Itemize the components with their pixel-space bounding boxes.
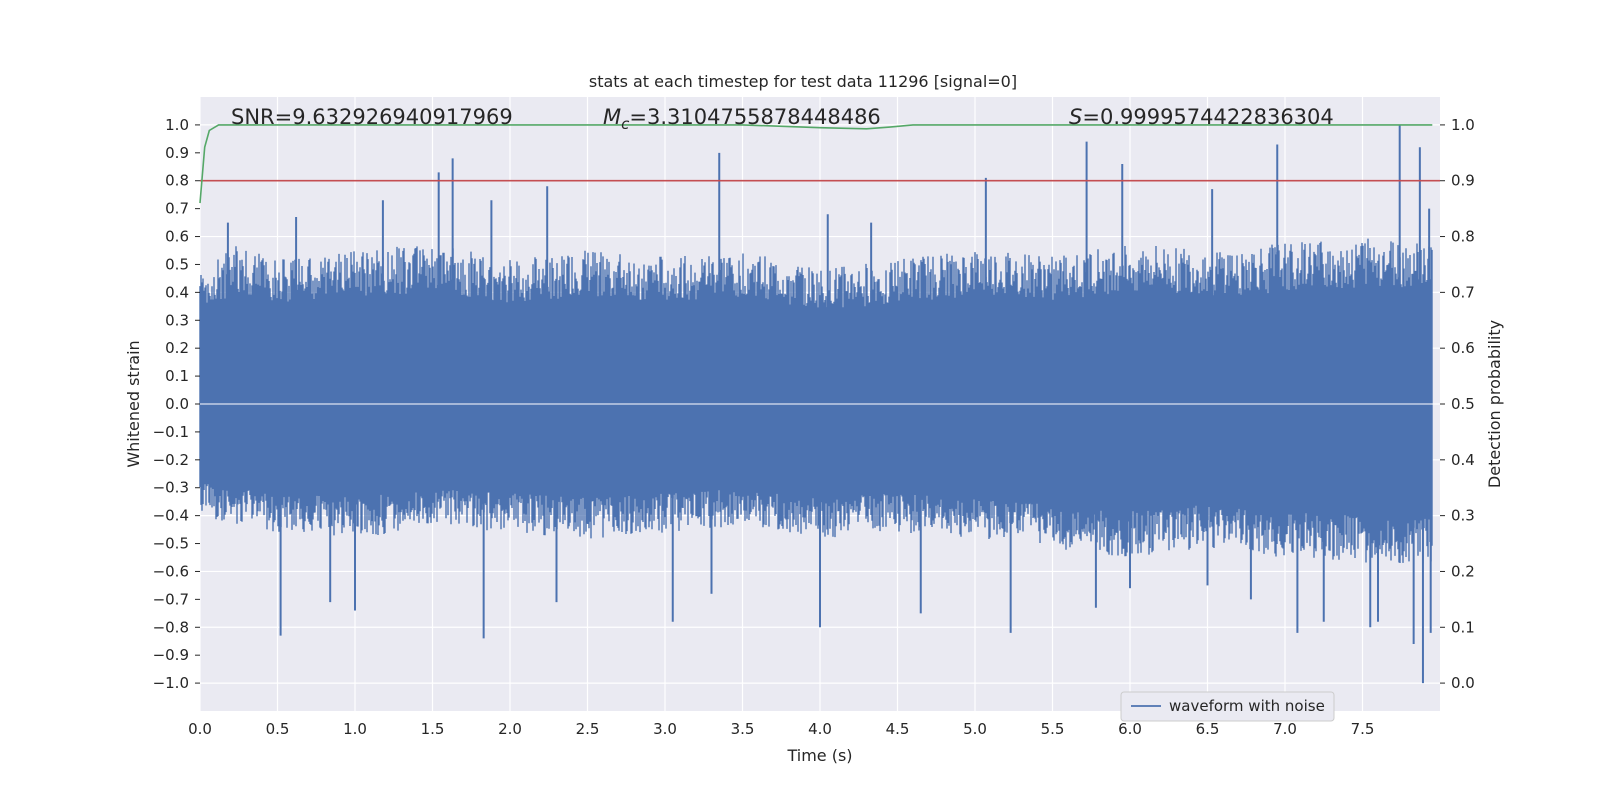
y-tick-label: 0.2: [165, 339, 189, 357]
legend-label-waveform: waveform with noise: [1169, 697, 1325, 715]
y2-tick-label: 0.5: [1451, 395, 1475, 413]
y-tick-label: −1.0: [153, 674, 189, 692]
y-tick-label: −0.5: [153, 535, 189, 553]
y2-tick-label: 0.8: [1451, 228, 1475, 246]
y2-tick-label: 0.4: [1451, 451, 1475, 469]
y2-tick-label: 0.7: [1451, 283, 1475, 301]
y-tick-label: 1.0: [165, 116, 189, 134]
x-tick-label: 2.0: [498, 720, 522, 738]
x-tick-label: 5.5: [1041, 720, 1065, 738]
y-tick-label: −0.8: [153, 618, 189, 636]
x-axis-label: Time (s): [786, 746, 852, 765]
y-tick-label: −0.4: [153, 507, 189, 525]
x-tick-label: 4.5: [886, 720, 910, 738]
x-tick-label: 7.0: [1273, 720, 1297, 738]
probability-series: [199, 124, 1440, 204]
annotation-s: S=0.9999574422836304: [1069, 105, 1334, 129]
y-tick-label: 0.9: [165, 144, 189, 162]
x-tick-label: 1.0: [343, 720, 367, 738]
y2-tick-label: 0.0: [1451, 674, 1475, 692]
y2-tick-label: 0.6: [1451, 339, 1475, 357]
x-tick-label: 5.0: [963, 720, 987, 738]
y-tick-label: 0.8: [165, 172, 189, 190]
y2-tick-label: 1.0: [1451, 116, 1475, 134]
x-tick-label: 3.0: [653, 720, 677, 738]
x-tick-label: 6.5: [1196, 720, 1220, 738]
y2-tick-label: 0.9: [1451, 172, 1475, 190]
left-axis-ticks: 1.0 0.9 0.8 0.7 0.6 0.5 0.4 0.3 0.2 0.1 0.0 −0.1 −0.…: [153, 116, 200, 692]
y-axis-label: Whitened strain: [124, 340, 143, 467]
x-tick-label: 1.5: [421, 720, 445, 738]
y-tick-label: 0.1: [165, 367, 189, 385]
y2-axis-label: Detection probability: [1485, 320, 1504, 488]
legend: waveform with noise: [1120, 691, 1335, 722]
x-tick-label: 7.5: [1351, 720, 1375, 738]
y-tick-label: 0.4: [165, 283, 189, 301]
y-tick-label: 0.7: [165, 200, 189, 218]
waveform-series: [199, 124, 1440, 684]
annotation-mc: Mc=3.3104755878448486: [603, 105, 881, 133]
y-tick-label: 0.5: [165, 255, 189, 273]
y-tick-label: 0.6: [165, 228, 189, 246]
y-tick-label: −0.7: [153, 590, 189, 608]
x-axis-ticks: 0.0 0.5 1.0 1.5 2.0 2.5 3.0 3.5 4.0 4.5 5.0 5.5 6.0 6…: [188, 720, 1374, 738]
legend-box: [1120, 691, 1335, 722]
x-tick-label: 0.0: [188, 720, 212, 738]
y-tick-label: 0.3: [165, 311, 189, 329]
x-tick-label: 3.5: [731, 720, 755, 738]
x-tick-label: 6.0: [1118, 720, 1142, 738]
x-tick-label: 0.5: [266, 720, 290, 738]
waveform-body: [199, 238, 1433, 564]
y-tick-label: −0.2: [153, 451, 189, 469]
y2-tick-label: 0.3: [1451, 507, 1475, 525]
right-axis-ticks: 1.0 0.9 0.8 0.7 0.6 0.5 0.4 0.3 0.2 0.1 0.0: [1440, 116, 1475, 692]
chart-title: stats at each timestep for test data 112…: [589, 72, 1017, 91]
annotation-snr: SNR=9.632926940917969: [231, 105, 513, 129]
y-tick-label: −0.1: [153, 423, 189, 441]
y-tick-label: −0.9: [153, 646, 189, 664]
x-tick-label: 2.5: [576, 720, 600, 738]
annotations: SNR=9.632926940917969 Mc=3.3104755878448…: [231, 105, 1334, 133]
y-tick-label: −0.3: [153, 479, 189, 497]
detection-probability-line: [199, 124, 1433, 204]
y-tick-label: −0.6: [153, 562, 189, 580]
y2-tick-label: 0.1: [1451, 618, 1475, 636]
y2-tick-label: 0.2: [1451, 562, 1475, 580]
y-tick-label: 0.0: [165, 395, 189, 413]
x-tick-label: 4.0: [808, 720, 832, 738]
